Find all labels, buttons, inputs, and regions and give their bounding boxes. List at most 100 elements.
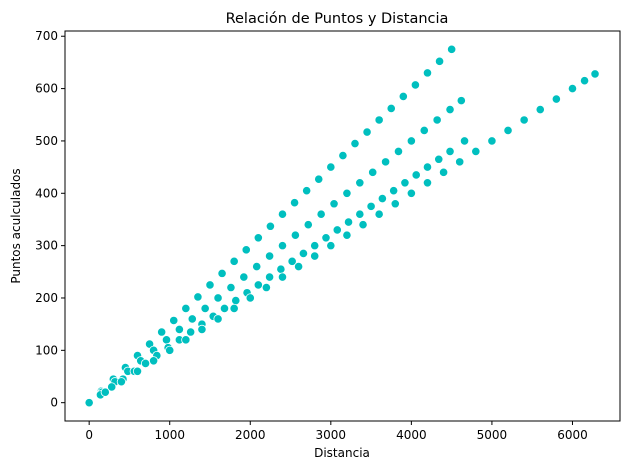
data-point (310, 241, 320, 251)
data-point (116, 377, 126, 387)
x-tick-label: 1000 (154, 428, 185, 442)
data-point (245, 293, 255, 303)
data-point (316, 209, 326, 219)
data-point (393, 146, 404, 157)
data-point (445, 104, 455, 115)
data-point (239, 272, 249, 282)
data-point (438, 167, 449, 177)
data-point (342, 230, 352, 240)
data-point (332, 225, 342, 235)
data-point (298, 248, 309, 259)
data-point (366, 201, 376, 211)
data-point (213, 293, 223, 303)
data-point (377, 193, 387, 204)
x-tick-label: 2000 (235, 428, 266, 442)
data-point (107, 382, 117, 392)
data-point (456, 96, 466, 106)
data-point (213, 314, 223, 324)
data-point (422, 162, 433, 172)
data-point (590, 69, 600, 79)
data-point (231, 295, 241, 306)
data-point (157, 327, 167, 337)
data-point (419, 125, 429, 136)
data-point (355, 209, 365, 219)
x-axis-ticks: 0 1000 2000 3000 4000 5000 6000 (85, 421, 588, 442)
data-point (406, 136, 416, 146)
data-point (289, 198, 300, 208)
data-point (226, 282, 236, 293)
data-point (321, 233, 331, 243)
y-axis-ticks: 0 100 200 300 400 500 600 700 (35, 29, 65, 410)
data-point (432, 115, 442, 125)
y-tick-label: 100 (35, 343, 58, 357)
data-point (398, 91, 408, 102)
y-tick-label: 600 (35, 82, 58, 96)
data-point (303, 220, 313, 230)
data-point (374, 115, 384, 125)
data-point (310, 251, 320, 261)
data-point (252, 261, 262, 272)
data-point (434, 154, 444, 164)
data-point (519, 115, 529, 125)
data-point (503, 125, 513, 136)
data-point (197, 324, 207, 334)
data-point (338, 150, 348, 161)
data-point (261, 282, 271, 293)
data-point (579, 76, 590, 86)
data-point (265, 221, 276, 231)
data-point (277, 241, 288, 251)
data-points (84, 44, 600, 408)
y-tick-label: 400 (35, 186, 58, 200)
data-point (265, 251, 275, 261)
data-point (169, 315, 179, 326)
data-point (487, 136, 497, 146)
data-point (293, 261, 304, 272)
data-point (277, 209, 288, 219)
x-axis-label: Distancia (314, 446, 370, 460)
data-point (217, 268, 227, 278)
data-point (390, 199, 400, 209)
data-point (84, 398, 94, 408)
data-point (374, 209, 384, 219)
data-point (459, 136, 470, 146)
chart-title: Relación de Puntos y Distancia (226, 11, 449, 27)
data-point (290, 230, 300, 240)
data-point (181, 335, 191, 345)
data-point (386, 103, 396, 114)
data-point (132, 366, 143, 376)
data-point (329, 199, 339, 209)
data-point (149, 356, 159, 366)
data-point (551, 94, 561, 104)
y-axis-label: Puntos aculculados (9, 168, 23, 283)
data-point (140, 358, 151, 369)
data-point (265, 272, 275, 282)
x-tick-label: 5000 (477, 428, 508, 442)
data-point (229, 256, 239, 266)
data-point (181, 303, 191, 314)
data-point (447, 44, 457, 54)
x-tick-label: 6000 (557, 428, 588, 442)
data-point (368, 167, 378, 177)
data-point (174, 324, 184, 334)
data-point (241, 245, 251, 255)
data-point (326, 241, 336, 251)
data-point (193, 292, 203, 302)
data-point (343, 217, 354, 227)
data-point (253, 233, 263, 243)
y-tick-label: 300 (35, 239, 58, 253)
y-tick-label: 700 (35, 29, 58, 43)
data-point (205, 280, 215, 290)
data-point (471, 146, 481, 157)
data-point (100, 387, 110, 397)
data-point (434, 56, 445, 66)
data-point (276, 264, 286, 274)
data-point (406, 188, 416, 198)
data-point (350, 138, 360, 149)
data-point (314, 174, 324, 184)
data-point (411, 170, 421, 180)
data-point (358, 220, 368, 230)
data-point (302, 186, 312, 196)
data-point (567, 83, 578, 94)
plot-area-frame (64, 30, 621, 422)
